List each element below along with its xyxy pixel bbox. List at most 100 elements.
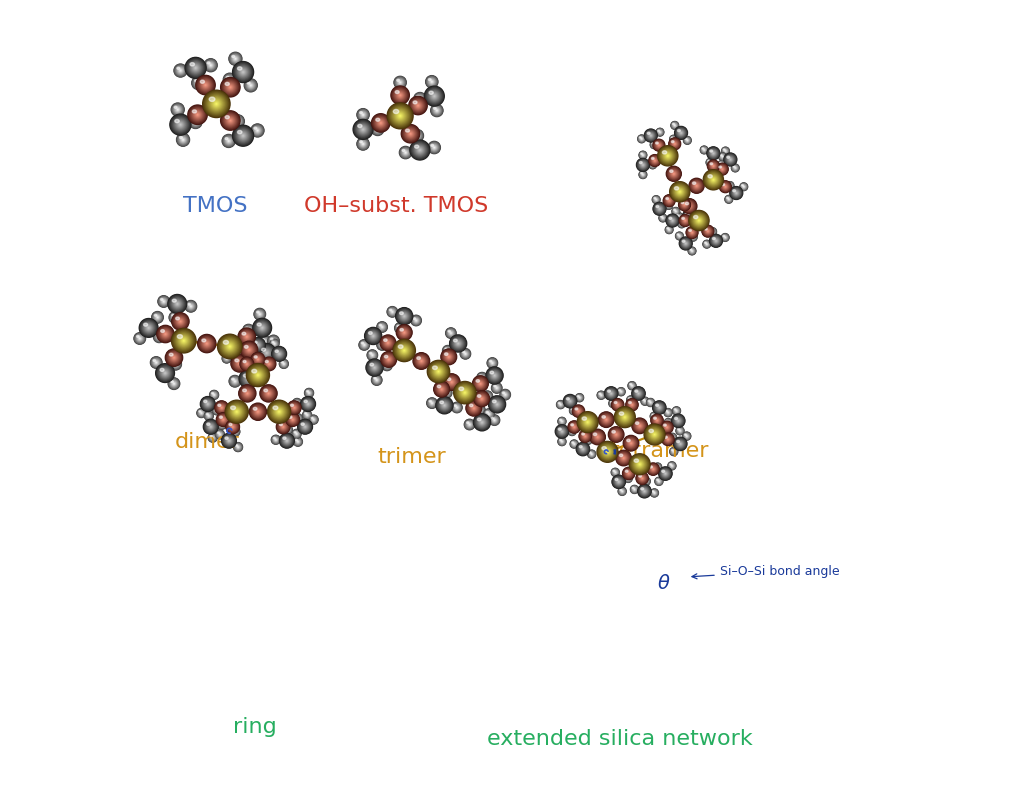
Circle shape <box>442 389 451 397</box>
Circle shape <box>688 247 696 255</box>
Circle shape <box>283 363 285 365</box>
Circle shape <box>208 415 210 417</box>
Circle shape <box>207 62 214 69</box>
Circle shape <box>466 420 473 428</box>
Circle shape <box>226 77 233 83</box>
Circle shape <box>179 320 182 323</box>
Ellipse shape <box>171 380 173 383</box>
Circle shape <box>461 349 470 359</box>
Circle shape <box>413 131 422 141</box>
Circle shape <box>247 348 252 352</box>
Circle shape <box>652 195 660 204</box>
Circle shape <box>387 357 390 361</box>
Circle shape <box>274 438 278 442</box>
Circle shape <box>478 419 485 426</box>
Circle shape <box>626 475 631 481</box>
Ellipse shape <box>286 427 288 429</box>
Circle shape <box>252 125 263 136</box>
Circle shape <box>446 355 451 359</box>
Circle shape <box>256 129 259 132</box>
Circle shape <box>292 429 301 439</box>
Circle shape <box>268 336 279 347</box>
Circle shape <box>571 409 575 412</box>
Circle shape <box>203 82 209 88</box>
Circle shape <box>656 466 658 468</box>
Circle shape <box>440 348 458 365</box>
Circle shape <box>431 402 433 404</box>
Circle shape <box>383 361 391 370</box>
Circle shape <box>372 375 382 385</box>
Circle shape <box>557 437 566 447</box>
Circle shape <box>291 418 295 422</box>
Circle shape <box>686 205 691 209</box>
Circle shape <box>578 443 588 455</box>
Circle shape <box>636 157 650 172</box>
Circle shape <box>642 488 647 494</box>
Ellipse shape <box>294 431 296 433</box>
Circle shape <box>240 363 243 365</box>
Circle shape <box>454 404 460 411</box>
Circle shape <box>683 219 687 222</box>
Circle shape <box>582 447 584 451</box>
Circle shape <box>136 335 143 342</box>
Circle shape <box>670 139 680 149</box>
Circle shape <box>642 477 650 486</box>
Circle shape <box>189 305 193 308</box>
Circle shape <box>657 207 662 211</box>
Circle shape <box>398 327 401 329</box>
Circle shape <box>260 325 264 330</box>
Circle shape <box>162 330 169 338</box>
Circle shape <box>475 379 485 389</box>
Circle shape <box>392 108 408 123</box>
Circle shape <box>415 93 425 104</box>
Circle shape <box>687 204 691 209</box>
Circle shape <box>246 392 250 396</box>
Circle shape <box>237 411 238 412</box>
Circle shape <box>233 430 237 433</box>
Circle shape <box>442 403 446 407</box>
Circle shape <box>620 489 625 494</box>
Circle shape <box>654 418 659 423</box>
Circle shape <box>189 116 202 128</box>
Circle shape <box>208 95 225 113</box>
Circle shape <box>187 105 208 125</box>
Circle shape <box>443 390 450 396</box>
Circle shape <box>169 353 178 362</box>
Circle shape <box>400 328 408 336</box>
Circle shape <box>687 215 691 219</box>
Circle shape <box>673 209 678 214</box>
Circle shape <box>182 138 184 141</box>
Circle shape <box>654 463 662 471</box>
Circle shape <box>672 208 680 215</box>
Circle shape <box>272 436 280 443</box>
Circle shape <box>639 161 647 169</box>
Circle shape <box>667 166 681 181</box>
Circle shape <box>440 400 450 410</box>
Circle shape <box>312 419 314 420</box>
Circle shape <box>669 463 675 469</box>
Circle shape <box>256 410 259 413</box>
Circle shape <box>276 351 283 357</box>
Circle shape <box>257 343 276 363</box>
Circle shape <box>426 77 437 87</box>
Ellipse shape <box>361 342 364 344</box>
Circle shape <box>178 68 183 74</box>
Circle shape <box>218 421 225 428</box>
Circle shape <box>390 85 410 105</box>
Circle shape <box>273 342 275 345</box>
Circle shape <box>663 434 674 445</box>
Circle shape <box>225 116 234 125</box>
Circle shape <box>261 327 263 329</box>
Ellipse shape <box>644 479 646 480</box>
Circle shape <box>678 220 685 228</box>
Circle shape <box>588 451 595 458</box>
Circle shape <box>689 248 695 254</box>
Circle shape <box>360 141 366 146</box>
Circle shape <box>672 450 676 454</box>
Circle shape <box>383 338 393 348</box>
Circle shape <box>446 355 452 360</box>
Circle shape <box>478 418 486 427</box>
Circle shape <box>396 324 413 340</box>
Circle shape <box>585 419 591 425</box>
Circle shape <box>605 450 609 454</box>
